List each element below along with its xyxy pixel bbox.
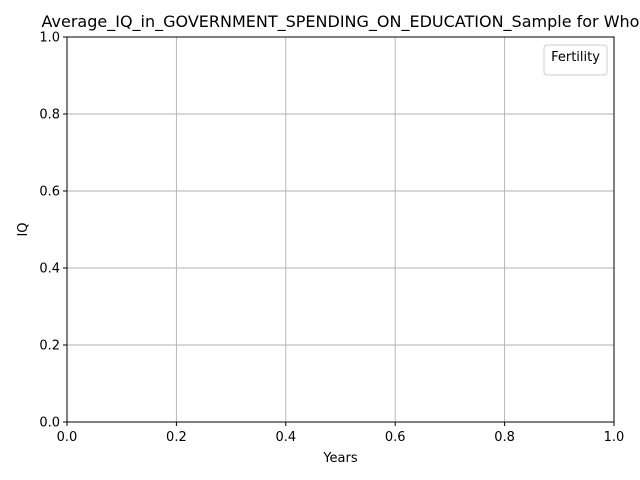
y-tick-label: 1.0 <box>39 31 60 46</box>
y-tick-label: 0.6 <box>39 185 60 200</box>
x-tick-label: 0.2 <box>166 430 187 445</box>
x-tick-label: 0.0 <box>57 430 78 445</box>
y-tick-label: 0.4 <box>39 262 60 277</box>
y-axis-label: IQ <box>16 222 31 236</box>
legend: Fertility <box>543 44 608 76</box>
plot-frame <box>66 36 615 423</box>
tick-marks <box>63 36 615 426</box>
x-tick-label: 1.0 <box>604 430 625 445</box>
x-tick-label: 0.4 <box>275 430 296 445</box>
legend-title: Fertility <box>551 50 600 65</box>
y-tick-label: 0.0 <box>39 416 60 431</box>
y-tick-labels: 0.0 0.2 0.4 0.6 0.8 1.0 <box>39 31 60 431</box>
plot-area <box>67 37 614 422</box>
x-axis-label: Years <box>322 451 358 466</box>
x-tick-label: 0.6 <box>385 430 406 445</box>
legend-box <box>543 44 608 76</box>
y-tick-label: 0.2 <box>39 339 60 354</box>
x-tick-labels: 0.0 0.2 0.4 0.6 0.8 1.0 <box>57 430 625 445</box>
y-tick-label: 0.8 <box>39 108 60 123</box>
x-tick-label: 0.8 <box>494 430 515 445</box>
chart-title: Average_IQ_in_GOVERNMENT_SPENDING_ON_EDU… <box>42 12 640 32</box>
grid-lines <box>66 36 615 423</box>
